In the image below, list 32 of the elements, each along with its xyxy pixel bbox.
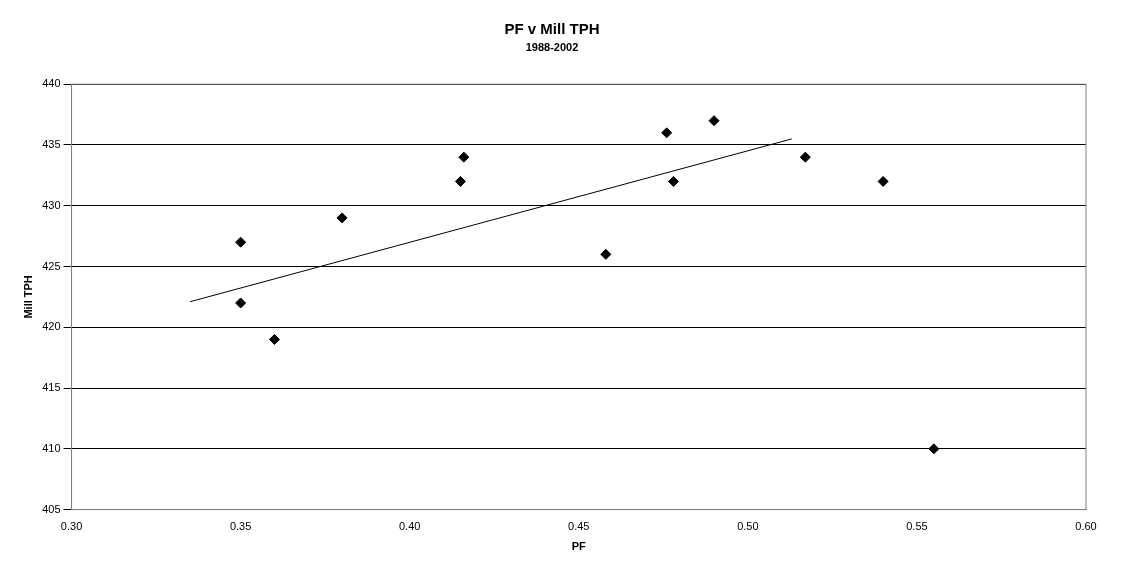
y-tick-label: 420 bbox=[42, 320, 61, 333]
x-tick-label: 0.55 bbox=[906, 520, 928, 533]
point bbox=[799, 151, 811, 163]
chart-title: PF v Mill TPH bbox=[504, 20, 600, 38]
point bbox=[336, 212, 348, 224]
x-tick-label: 0.45 bbox=[568, 520, 590, 533]
x-tick-label: 0.50 bbox=[737, 520, 759, 533]
point bbox=[600, 248, 612, 260]
y-tick-label: 440 bbox=[42, 77, 61, 90]
chart-subtitle: 1988-2002 bbox=[525, 40, 579, 53]
x-axis-title: PF bbox=[571, 540, 587, 553]
point bbox=[661, 127, 673, 139]
x-tick-label: 0.30 bbox=[60, 520, 83, 533]
y-tick-label: 415 bbox=[42, 381, 61, 394]
x-tick-label: 0.60 bbox=[1075, 520, 1097, 533]
point bbox=[268, 333, 280, 345]
point bbox=[877, 175, 889, 187]
y-tick-label: 430 bbox=[42, 198, 61, 211]
point bbox=[235, 236, 247, 248]
y-tick-label: 405 bbox=[42, 502, 61, 515]
point bbox=[454, 175, 466, 187]
point bbox=[708, 115, 720, 127]
y-tick-label: 425 bbox=[42, 259, 61, 272]
x-tick-label: 0.35 bbox=[229, 520, 252, 533]
point bbox=[667, 175, 679, 187]
x-tick-label: 0.40 bbox=[398, 520, 421, 533]
y-axis-title: Mill TPH bbox=[21, 275, 34, 319]
point bbox=[928, 443, 940, 455]
point bbox=[458, 151, 470, 163]
y-tick-label: 410 bbox=[42, 441, 61, 454]
point bbox=[235, 297, 247, 309]
y-tick-label: 435 bbox=[42, 138, 61, 150]
